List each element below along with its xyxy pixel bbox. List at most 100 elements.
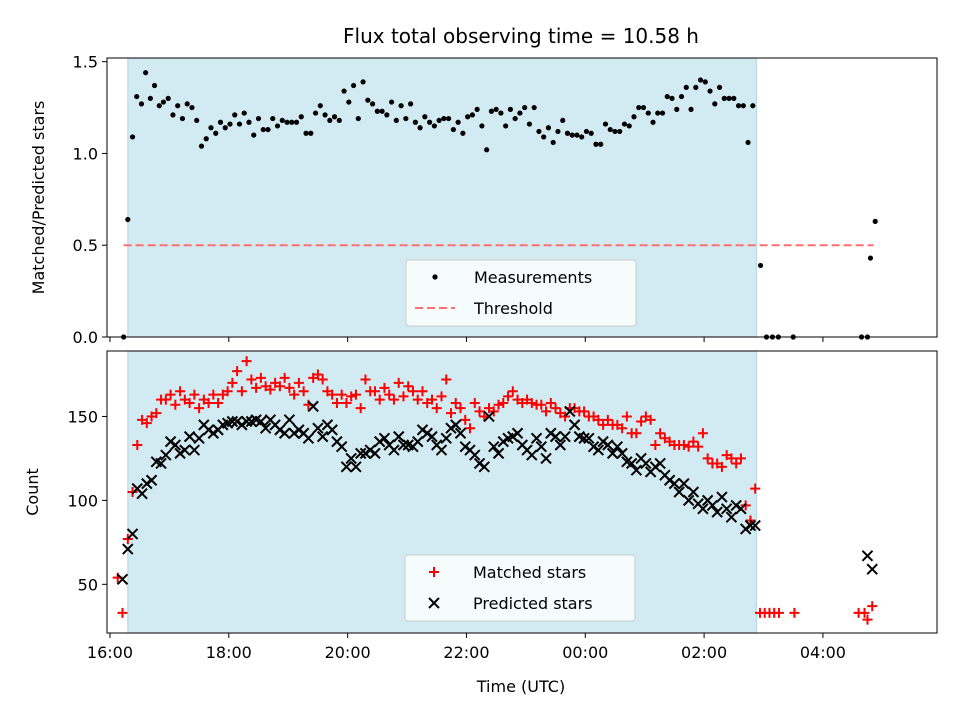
measurement-point <box>612 128 618 135</box>
predicted-star-point <box>630 464 643 476</box>
predicted-star-point <box>312 422 324 434</box>
measurement-point <box>227 121 233 127</box>
x-tick-label: 04:00 <box>800 643 846 662</box>
matched-star-point <box>726 453 737 464</box>
matched-star-point <box>141 418 152 429</box>
measurement-point <box>550 139 556 146</box>
measurement-point <box>640 104 647 111</box>
predicted-star-point <box>488 440 500 453</box>
measurement-point <box>455 119 461 125</box>
measurement-point <box>574 132 580 138</box>
measurement-point <box>607 126 613 133</box>
predicted-star-point <box>716 491 728 503</box>
matched-star-point <box>236 386 247 397</box>
predicted-star-point <box>530 432 543 444</box>
matched-star-point <box>474 406 485 417</box>
matched-star-point <box>598 419 609 430</box>
top-panel-ylabel: Matched/Predicted stars <box>29 101 48 295</box>
predicted-star-point <box>240 415 253 428</box>
matched-star-point <box>750 483 761 494</box>
matched-star-point <box>403 381 414 392</box>
x-tick-label: 16:00 <box>87 643 133 662</box>
matched-star-point <box>479 411 490 422</box>
predicted-star-point <box>440 432 452 444</box>
matched-star-point <box>683 441 694 452</box>
matched-star-point <box>355 403 366 414</box>
predicted-star-point <box>340 461 353 473</box>
predicted-star-point <box>483 410 495 423</box>
matched-star-point <box>465 423 476 434</box>
measurement-point <box>721 95 727 101</box>
measurement-point <box>398 103 404 109</box>
matched-star-point <box>455 403 466 414</box>
matched-star-point <box>636 416 647 427</box>
measurement-point <box>284 119 290 125</box>
measurement-point <box>531 104 537 111</box>
measurement-point <box>740 103 746 109</box>
predicted-star-point <box>412 435 424 448</box>
matched-star-point <box>773 607 784 618</box>
matched-star-point <box>222 386 233 397</box>
measurement-point <box>446 115 452 122</box>
matched-star-point <box>507 386 518 397</box>
top-panel-frame <box>106 57 938 338</box>
matched-star-point <box>716 461 727 472</box>
x-tick-label: 00:00 <box>562 643 608 662</box>
matched-star-point <box>431 403 442 414</box>
measurement-point <box>232 112 238 118</box>
measurement-point <box>867 255 874 261</box>
measurement-point <box>160 99 167 105</box>
predicted-star-point <box>616 447 628 460</box>
measurement-point <box>645 110 651 116</box>
predicted-star-point <box>169 439 182 451</box>
x-tick-label: 22:00 <box>443 643 489 662</box>
measurement-point <box>331 114 338 120</box>
measurement-point <box>757 262 764 269</box>
legend-swatch <box>428 597 440 609</box>
predicted-star-point <box>145 474 158 486</box>
measurement-point <box>431 123 437 129</box>
matched-star-point <box>279 372 290 383</box>
measurement-point <box>631 114 637 120</box>
top-panel: 0.0 0.5 1.0 1.5 Matched/Predicted stars Mea… <box>29 53 938 347</box>
predicted-star-point <box>193 432 205 444</box>
matched-star-point <box>436 391 447 402</box>
chart-title: Flux total observing time = 10.58 h <box>343 24 699 48</box>
predicted-star-point <box>606 447 619 460</box>
matched-star-point <box>284 382 295 393</box>
bottom-panel: 50 100 150 16:00 18:00 20:00 22:00 00:00 02:00 04… <box>23 350 938 662</box>
measurement-point <box>203 136 209 142</box>
matched-star-point <box>631 428 642 439</box>
bottom-panel-frame <box>106 350 938 634</box>
predicted-star-point <box>668 477 681 490</box>
legend-box <box>404 554 636 622</box>
matched-star-point <box>170 399 181 410</box>
matched-star-point <box>160 394 171 405</box>
matched-star-point <box>374 394 385 405</box>
matched-star-point <box>227 377 238 388</box>
predicted-star-point <box>316 430 329 443</box>
measurement-point <box>750 103 756 109</box>
measurement-point <box>745 139 751 146</box>
matched-star-point <box>655 428 666 439</box>
measurement-point <box>872 218 878 224</box>
measurement-point <box>412 119 418 125</box>
measurement-point <box>170 112 176 118</box>
measurement-point <box>189 104 195 111</box>
matched-star-point <box>702 453 713 464</box>
matched-star-point <box>650 440 661 450</box>
predicted-star-point <box>640 457 652 470</box>
matched-star-point <box>327 389 338 400</box>
predicted-star-point <box>326 424 338 436</box>
matched-star-point <box>526 398 537 409</box>
measurement-point <box>726 95 732 101</box>
x-tick-label: 18:00 <box>206 643 252 662</box>
measurement-point <box>503 123 509 129</box>
measurement-point <box>469 112 475 118</box>
matched-star-point <box>331 398 342 409</box>
predicted-star-point <box>259 422 272 434</box>
measurement-point <box>303 130 309 136</box>
matched-star-point <box>621 411 632 422</box>
legend-entry-label: Matched stars <box>473 563 586 582</box>
predicted-star-point <box>592 444 605 456</box>
